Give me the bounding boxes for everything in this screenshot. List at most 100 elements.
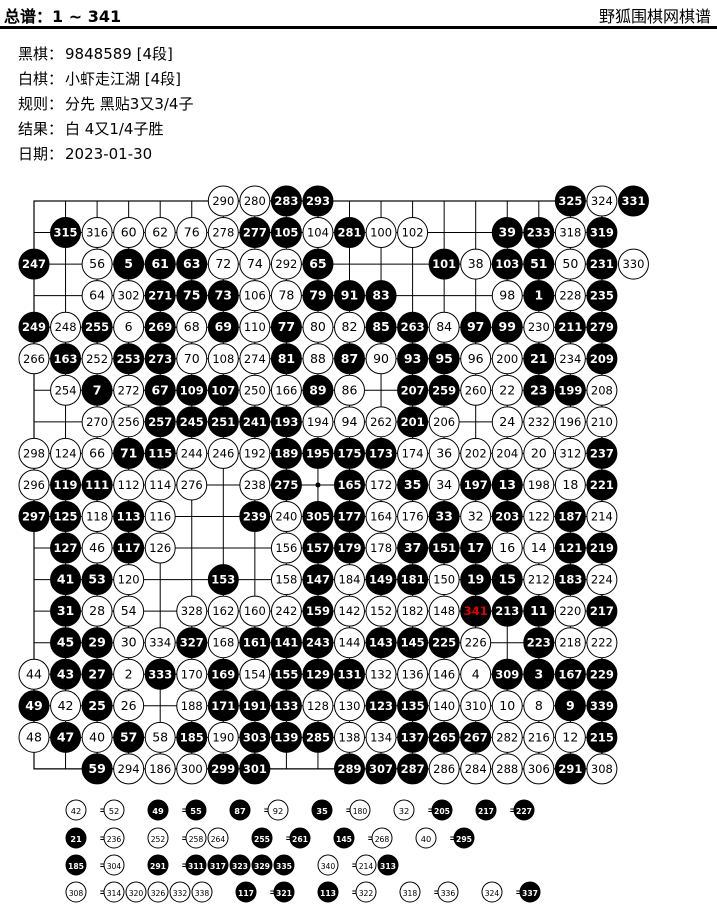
stone (397, 343, 429, 375)
stone (239, 374, 271, 406)
move-number: 172 (370, 478, 392, 492)
stone-move-79: 79 (302, 280, 334, 312)
stone (311, 799, 333, 821)
stone-move-77: 77 (270, 311, 302, 343)
move-number: 96 (468, 351, 484, 366)
stone-move-3: 3 (523, 658, 555, 690)
stone (239, 721, 271, 753)
stone-move-108: 108 (207, 343, 239, 375)
stone-move-276: 276 (176, 469, 208, 501)
move-number: 266 (23, 352, 45, 366)
stone-move-274: 274 (239, 343, 271, 375)
stone-move-324: 324 (481, 881, 503, 903)
stone (273, 881, 295, 903)
stone-move-145: 145 (397, 627, 429, 659)
stone (144, 753, 176, 785)
move-number: 58 (152, 729, 168, 744)
stone-move-97: 97 (460, 311, 492, 343)
stone-move-244: 244 (176, 437, 208, 469)
stone-move-136: 136 (397, 658, 429, 690)
move-number: 97 (467, 319, 484, 334)
stone (365, 658, 397, 690)
move-number: 2 (125, 666, 133, 681)
stone-move-173: 173 (365, 437, 397, 469)
stone (302, 374, 334, 406)
stone (399, 881, 421, 903)
stone (176, 248, 208, 280)
stone-move-129: 129 (302, 658, 334, 690)
stone-move-21: 21 (65, 827, 87, 849)
stone (586, 248, 618, 280)
stone (397, 437, 429, 469)
move-number: 216 (528, 730, 550, 744)
stone-move-42: 42 (65, 799, 87, 821)
stone-move-49: 49 (18, 690, 50, 722)
stone-move-72: 72 (207, 248, 239, 280)
stone-move-81: 81 (270, 343, 302, 375)
move-number: 125 (54, 510, 78, 524)
stone-move-62: 62 (144, 217, 176, 249)
stone (50, 469, 82, 501)
stone (270, 311, 302, 343)
move-number: 181 (401, 573, 425, 587)
stone-move-13: 13 (491, 469, 523, 501)
stone-move-123: 123 (365, 690, 397, 722)
stone (239, 280, 271, 312)
stone-move-41: 41 (50, 564, 82, 596)
stone-move-32: 32 (393, 799, 415, 821)
stone (144, 406, 176, 438)
move-number: 21 (530, 351, 547, 366)
stone-move-223: 223 (523, 627, 555, 659)
move-number: 39 (499, 225, 516, 240)
stone (334, 280, 365, 312)
stone (81, 753, 113, 785)
stone (144, 469, 176, 501)
stone-move-280: 280 (239, 185, 271, 217)
stone-move-235: 235 (586, 280, 618, 312)
stone (176, 721, 208, 753)
stone-move-254: 254 (50, 374, 82, 406)
stone (460, 248, 492, 280)
move-number: 137 (401, 730, 425, 744)
stone-move-58: 58 (144, 721, 176, 753)
move-number: 254 (55, 383, 77, 397)
stone-move-132: 132 (365, 658, 397, 690)
move-number: 150 (433, 573, 455, 587)
stone (50, 311, 82, 343)
stone-move-193: 193 (270, 406, 302, 438)
stone-move-40: 40 (415, 827, 437, 849)
stone (239, 690, 271, 722)
move-number: 29 (88, 635, 105, 650)
stone (460, 627, 492, 659)
move-number: 308 (69, 889, 84, 898)
stone (617, 248, 649, 280)
move-number: 319 (590, 226, 614, 240)
stone-move-137: 137 (397, 721, 429, 753)
move-number: 76 (184, 225, 200, 240)
stone-move-153: 153 (207, 564, 239, 596)
stone (147, 854, 169, 876)
stone-move-119: 119 (50, 469, 82, 501)
stone (586, 469, 618, 501)
record-title: 总谱：1 ~ 341 (4, 7, 122, 26)
stone-move-64: 64 (81, 280, 113, 312)
stone (113, 248, 145, 280)
move-number: 55 (190, 806, 202, 816)
move-number: 168 (212, 636, 234, 650)
stone-move-66: 66 (81, 437, 113, 469)
stone-move-294: 294 (113, 753, 145, 785)
stone-move-338: 338 (191, 881, 213, 903)
stone-move-155: 155 (270, 658, 302, 690)
move-number: 231 (590, 257, 614, 271)
move-number: 10 (499, 698, 515, 713)
stone-move-73: 73 (207, 280, 239, 312)
stone-move-297: 297 (18, 501, 50, 532)
stone (397, 469, 429, 501)
move-number: 69 (215, 319, 232, 334)
stone-move-126: 126 (144, 532, 176, 564)
move-number: 1 (534, 288, 543, 303)
stone (302, 217, 334, 249)
move-number: 336 (441, 889, 456, 898)
stone-move-231: 231 (586, 248, 618, 280)
stone-move-182: 182 (397, 595, 429, 627)
